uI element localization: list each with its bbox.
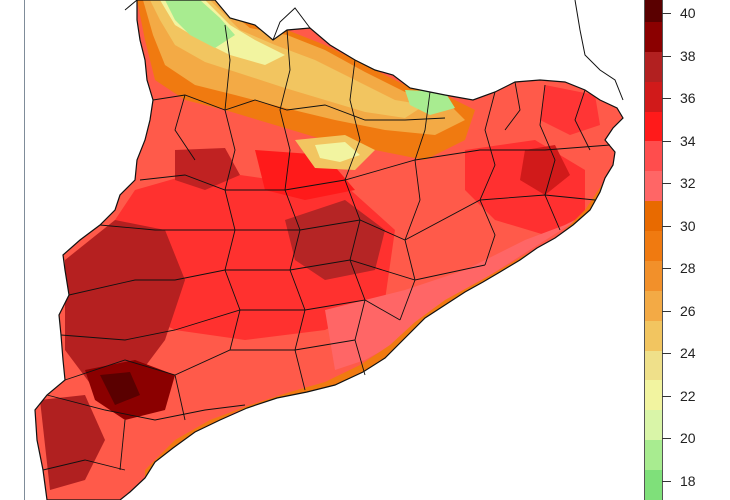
legend-tick-label: 22	[680, 387, 696, 404]
zone-very-hot-north	[175, 148, 240, 190]
legend-swatch	[644, 201, 663, 232]
legend-tick-label: 26	[680, 302, 696, 319]
legend-tick	[662, 268, 671, 269]
legend-swatch	[644, 171, 663, 202]
legend-swatch	[644, 380, 663, 411]
legend-swatch	[644, 21, 663, 53]
legend-swatch	[644, 231, 663, 262]
legend-tick-label: 32	[680, 175, 696, 191]
zone-east-dark	[520, 145, 570, 195]
legend-tick	[662, 480, 671, 482]
legend-tick	[662, 438, 671, 439]
zone-very-hot-west	[65, 220, 185, 390]
zone-pyrenees-green	[165, 0, 235, 48]
legend-tick	[662, 310, 671, 312]
zone-hot-southwest	[40, 395, 105, 490]
comarca-borders	[42, 24, 611, 471]
legend-swatch	[644, 51, 663, 83]
legend-tick	[662, 13, 671, 14]
zone-pyrenees-green-east	[405, 90, 455, 115]
legend-tick-label: 20	[680, 430, 696, 446]
legend-swatch	[644, 350, 663, 381]
border-france	[574, 0, 624, 101]
legend-swatch	[644, 111, 663, 142]
legend-swatch	[644, 290, 663, 322]
legend-tick	[662, 183, 671, 184]
legend-swatch	[644, 0, 663, 23]
legend-tick	[662, 55, 671, 57]
legend-tick-label: 36	[680, 90, 696, 106]
legend-swatch	[644, 410, 663, 441]
coastline	[34, 0, 624, 500]
border-andorra-area	[272, 7, 311, 41]
legend-swatch	[644, 470, 663, 500]
legend-tick-label: 24	[680, 345, 696, 361]
legend-tick	[662, 140, 671, 142]
zone-coastal-mild	[325, 215, 585, 370]
zone-montseny-pale	[315, 142, 360, 162]
legend-tick-label: 28	[680, 260, 696, 276]
zone-extreme-south-core	[100, 372, 140, 405]
legend-tick	[662, 225, 671, 227]
temperature-map	[24, 0, 637, 500]
temperature-legend: 40 38 36 34 32 30 28 26 24 22 20 18	[641, 0, 730, 500]
legend-tick	[662, 98, 671, 99]
catalonia-map-svg	[34, 0, 624, 500]
legend-tick-label: 30	[680, 217, 696, 234]
legend-tick	[662, 395, 671, 397]
legend-tick-label: 18	[680, 472, 696, 489]
zone-northeast	[540, 85, 600, 135]
legend-swatch	[644, 440, 663, 471]
legend-tick-label: 40	[680, 5, 696, 21]
legend-tick	[662, 353, 671, 354]
border-aran	[124, 0, 138, 11]
legend-swatch	[644, 320, 663, 352]
legend-tick-label: 38	[680, 47, 696, 64]
legend-tick-label: 34	[680, 132, 696, 149]
legend-swatch	[644, 260, 663, 292]
legend-swatch	[644, 81, 663, 113]
legend-swatch	[644, 141, 663, 172]
